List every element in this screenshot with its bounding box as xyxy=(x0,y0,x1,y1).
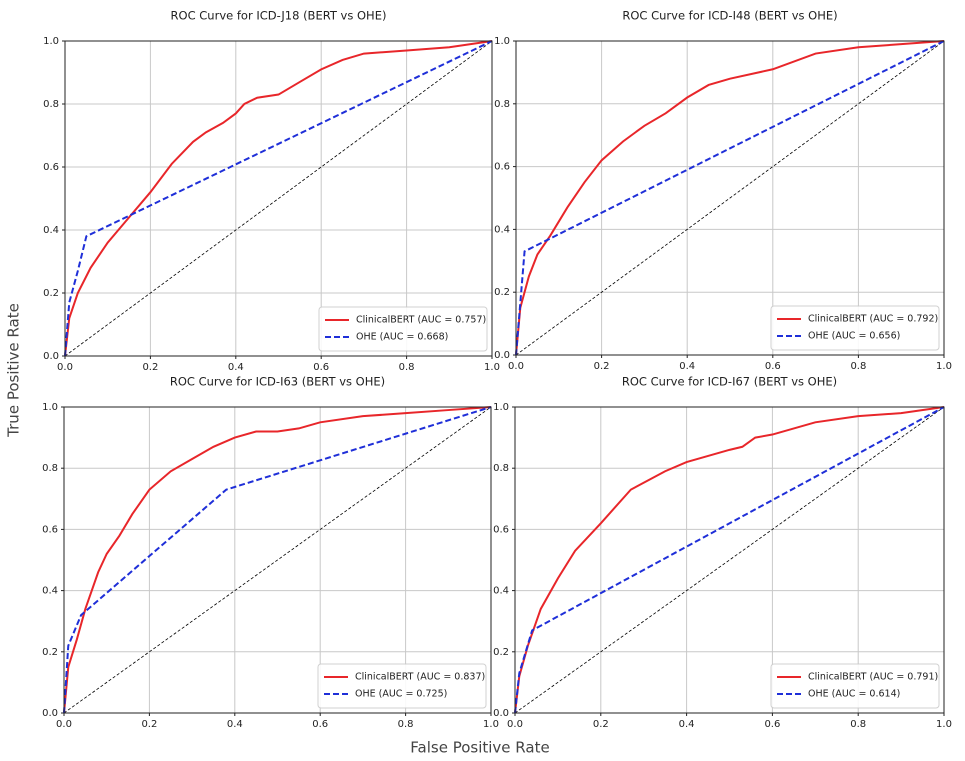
y-tick-label: 0.8 xyxy=(494,99,510,110)
x-tick-label: 0.6 xyxy=(313,362,329,373)
x-tick-label: 0.4 xyxy=(679,719,695,730)
y-tick-label: 0.0 xyxy=(493,708,509,719)
roc-line xyxy=(515,40,945,356)
roc-line xyxy=(63,406,492,714)
y-tick-label: 0.6 xyxy=(493,524,509,535)
chart-title: ROC Curve for ICD-I48 (BERT vs OHE) xyxy=(622,9,837,23)
chart-title: ROC Curve for ICD-J18 (BERT vs OHE) xyxy=(171,9,387,23)
y-tick-label: 0.6 xyxy=(494,162,510,173)
roc-line xyxy=(514,406,945,714)
legend-label: ClinicalBERT (AUC = 0.757) xyxy=(356,315,486,326)
x-tick-label: 0.0 xyxy=(508,361,524,372)
legend-label: OHE (AUC = 0.668) xyxy=(356,332,448,343)
y-tick-label: 0.2 xyxy=(43,288,59,299)
y-tick-label: 0.4 xyxy=(494,224,510,235)
y-tick-label: 0.2 xyxy=(494,287,510,298)
y-axis-label: True Positive Rate xyxy=(5,303,23,438)
roc-line xyxy=(514,406,945,714)
y-tick-label: 0.4 xyxy=(42,586,58,597)
x-tick-label: 0.2 xyxy=(594,361,610,372)
y-tick-label: 0.6 xyxy=(43,162,59,173)
x-tick-label: 0.6 xyxy=(765,361,781,372)
chart-title: ROC Curve for ICD-I67 (BERT vs OHE) xyxy=(622,375,837,389)
legend-label: ClinicalBERT (AUC = 0.792) xyxy=(808,314,938,325)
x-tick-label: 0.6 xyxy=(764,719,780,730)
x-tick-label: 1.0 xyxy=(936,361,952,372)
x-tick-label: 1.0 xyxy=(483,719,499,730)
legend-label: OHE (AUC = 0.725) xyxy=(355,689,447,700)
chance-line xyxy=(63,406,492,714)
x-tick-label: 0.4 xyxy=(679,361,695,372)
x-axis-label: False Positive Rate xyxy=(410,739,549,757)
y-tick-label: 1.0 xyxy=(43,36,59,47)
legend: ClinicalBERT (AUC = 0.757) OHE (AUC = 0.6… xyxy=(318,306,488,352)
legend-box xyxy=(317,663,487,709)
subplot: ROC Curve for ICD-I63 (BERT vs OHE)0.0 0.… xyxy=(42,375,499,731)
y-tick-label: 0.4 xyxy=(43,225,59,236)
x-tick-label: 0.8 xyxy=(850,361,866,372)
legend-box xyxy=(770,663,940,709)
x-tick-label: 0.4 xyxy=(228,362,244,373)
x-tick-label: 1.0 xyxy=(484,362,500,373)
y-tick-label: 0.8 xyxy=(42,463,58,474)
y-tick-label: 0.8 xyxy=(43,99,59,110)
axes-frame xyxy=(514,406,945,714)
y-tick-label: 0.0 xyxy=(43,351,59,362)
y-tick-label: 1.0 xyxy=(42,402,58,413)
y-tick-label: 0.2 xyxy=(42,647,58,658)
x-tick-label: 0.2 xyxy=(141,719,157,730)
x-tick-label: 0.2 xyxy=(142,362,158,373)
subplot: ROC Curve for ICD-J18 (BERT vs OHE)0.0 0.… xyxy=(43,9,500,374)
y-tick-label: 0.0 xyxy=(42,708,58,719)
legend-label: ClinicalBERT (AUC = 0.837) xyxy=(355,672,485,683)
axes-frame xyxy=(515,40,945,356)
y-tick-label: 1.0 xyxy=(493,402,509,413)
y-tick-label: 0.4 xyxy=(493,586,509,597)
chart-title: ROC Curve for ICD-I63 (BERT vs OHE) xyxy=(170,375,385,389)
x-tick-label: 0.8 xyxy=(850,719,866,730)
legend-box xyxy=(770,305,940,351)
legend: ClinicalBERT (AUC = 0.837) OHE (AUC = 0.7… xyxy=(317,663,487,709)
y-tick-label: 1.0 xyxy=(494,36,510,47)
y-tick-label: 0.0 xyxy=(494,350,510,361)
x-tick-label: 0.0 xyxy=(507,719,523,730)
y-tick-label: 0.8 xyxy=(493,463,509,474)
legend-label: OHE (AUC = 0.614) xyxy=(808,689,900,700)
legend: ClinicalBERT (AUC = 0.792) OHE (AUC = 0.6… xyxy=(770,305,940,351)
chance-line xyxy=(515,40,945,356)
y-tick-label: 0.2 xyxy=(493,647,509,658)
roc-line xyxy=(515,40,945,356)
legend: ClinicalBERT (AUC = 0.791) OHE (AUC = 0.6… xyxy=(770,663,940,709)
axes-frame xyxy=(63,406,492,714)
y-tick-label: 0.6 xyxy=(42,524,58,535)
x-tick-label: 1.0 xyxy=(936,719,952,730)
x-tick-label: 0.2 xyxy=(593,719,609,730)
x-tick-label: 0.8 xyxy=(399,362,415,373)
legend-label: ClinicalBERT (AUC = 0.791) xyxy=(808,672,938,683)
x-tick-label: 0.0 xyxy=(56,719,72,730)
legend-box xyxy=(318,306,488,352)
legend-label: OHE (AUC = 0.656) xyxy=(808,331,900,342)
x-tick-label: 0.4 xyxy=(227,719,243,730)
chance-line xyxy=(514,406,945,714)
x-tick-label: 0.0 xyxy=(57,362,73,373)
x-tick-label: 0.6 xyxy=(312,719,328,730)
subplot: ROC Curve for ICD-I67 (BERT vs OHE)0.0 0.… xyxy=(493,375,952,731)
x-tick-label: 0.8 xyxy=(398,719,414,730)
axes-frame xyxy=(64,40,493,357)
chance-line xyxy=(64,40,493,357)
roc-line xyxy=(63,406,492,714)
roc-line xyxy=(64,40,493,357)
roc-line xyxy=(64,40,493,357)
subplot: ROC Curve for ICD-I48 (BERT vs OHE)0.0 0.… xyxy=(494,9,952,373)
